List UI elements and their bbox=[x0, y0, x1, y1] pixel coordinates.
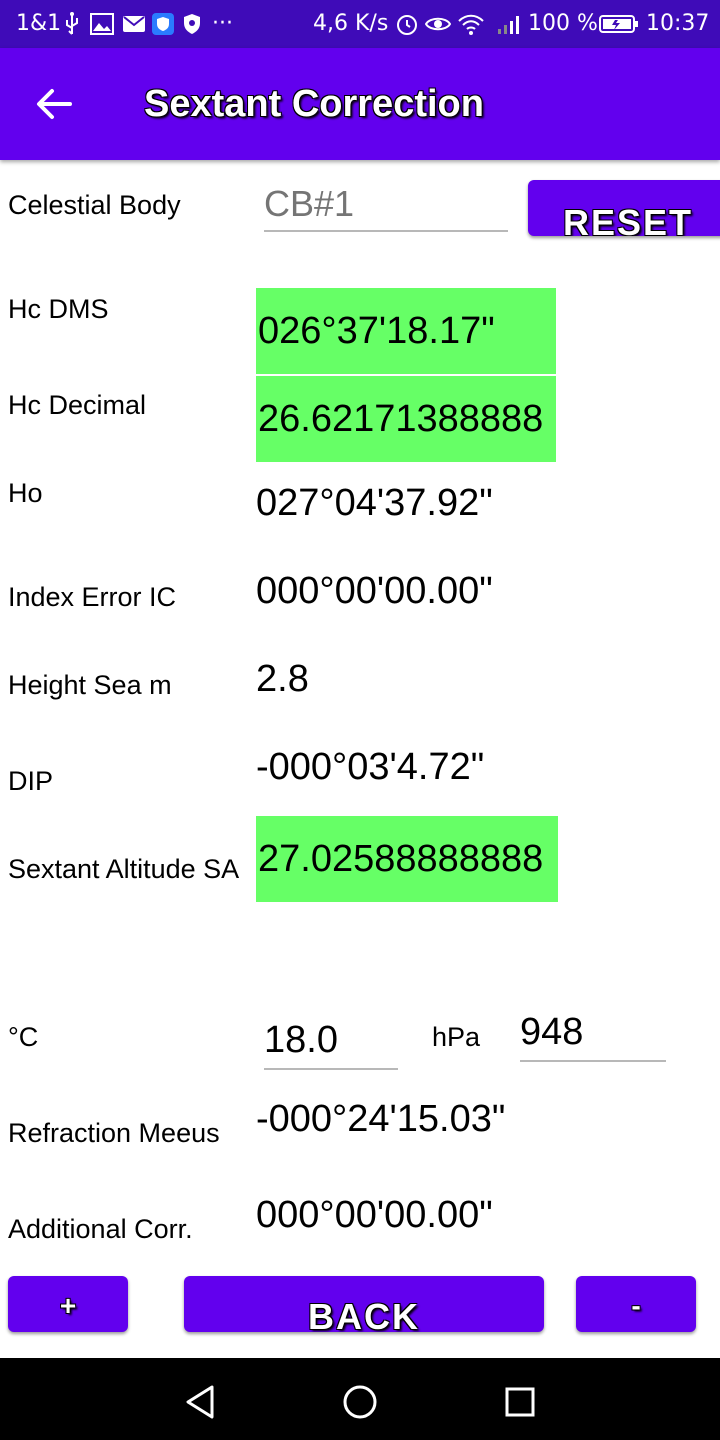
refraction-value: -000°24'15.03" bbox=[256, 1098, 506, 1140]
battery-percent: 100 % bbox=[528, 11, 598, 36]
signal-icon bbox=[496, 10, 524, 38]
temperature-input[interactable] bbox=[264, 1012, 398, 1070]
alarm-icon bbox=[394, 10, 420, 38]
usb-icon bbox=[62, 10, 82, 38]
network-speed: 4,6 K/s bbox=[313, 11, 389, 36]
more-notifications: ··· bbox=[212, 11, 233, 36]
ho-value: 027°04'37.92" bbox=[256, 482, 493, 524]
additional-corr-value: 000°00'00.00" bbox=[256, 1194, 493, 1236]
nav-back-icon[interactable] bbox=[178, 1380, 222, 1424]
battery-icon bbox=[598, 10, 640, 38]
minus-button[interactable]: - bbox=[576, 1276, 696, 1332]
pressure-label: hPa bbox=[432, 1022, 481, 1052]
clock: 10:37 bbox=[646, 11, 710, 36]
page-title: Sextant Correction bbox=[144, 83, 484, 125]
navigation-bar bbox=[0, 1358, 720, 1440]
reset-button[interactable]: RESET bbox=[528, 180, 720, 236]
wifi-icon bbox=[456, 10, 486, 38]
ho-label: Ho bbox=[8, 478, 43, 508]
hc-decimal-value: 26.62171388888 bbox=[256, 376, 556, 462]
hc-dms-label: Hc DMS bbox=[8, 294, 109, 324]
pressure-input[interactable] bbox=[520, 1004, 666, 1062]
refraction-label: Refraction Meeus bbox=[8, 1118, 220, 1148]
reset-button-label: RESET bbox=[562, 202, 694, 236]
carrier-label: 1&1 bbox=[16, 11, 62, 36]
back-button[interactable]: BACK bbox=[184, 1276, 544, 1332]
eye-icon bbox=[424, 10, 452, 38]
shield-icon bbox=[181, 10, 203, 38]
minus-button-label: - bbox=[631, 1290, 641, 1321]
shield-app-icon bbox=[151, 10, 175, 38]
plus-button-label: + bbox=[59, 1290, 77, 1321]
dip-label: DIP bbox=[8, 766, 54, 796]
back-button-label: BACK bbox=[308, 1296, 420, 1332]
sextant-altitude-value: 27.02588888888 bbox=[256, 816, 558, 902]
sextant-altitude-label: Sextant Altitude SA bbox=[8, 854, 240, 884]
dip-value: -000°03'4.72" bbox=[256, 746, 485, 788]
index-error-value: 000°00'00.00" bbox=[256, 570, 493, 612]
celestial-body-label: Celestial Body bbox=[8, 190, 181, 220]
mail-icon bbox=[122, 10, 146, 38]
height-sea-label: Height Sea m bbox=[8, 670, 172, 700]
status-bar: 1&1 ··· 4,6 K/s 100 % 10:37 bbox=[0, 0, 720, 48]
nav-home-icon[interactable] bbox=[338, 1380, 382, 1424]
back-arrow-icon[interactable] bbox=[26, 78, 82, 130]
app-bar: Sextant Correction bbox=[0, 48, 720, 160]
height-sea-value: 2.8 bbox=[256, 658, 309, 700]
plus-button[interactable]: + bbox=[8, 1276, 128, 1332]
additional-corr-label: Additional Corr. bbox=[8, 1214, 193, 1244]
celestial-body-input[interactable] bbox=[264, 178, 508, 232]
nav-recents-icon[interactable] bbox=[498, 1380, 542, 1424]
image-icon bbox=[88, 10, 116, 38]
hc-dms-value: 026°37'18.17" bbox=[256, 288, 556, 374]
temperature-label: °C bbox=[8, 1022, 39, 1052]
index-error-label: Index Error IC bbox=[8, 582, 177, 612]
hc-decimal-label: Hc Decimal bbox=[8, 390, 147, 420]
